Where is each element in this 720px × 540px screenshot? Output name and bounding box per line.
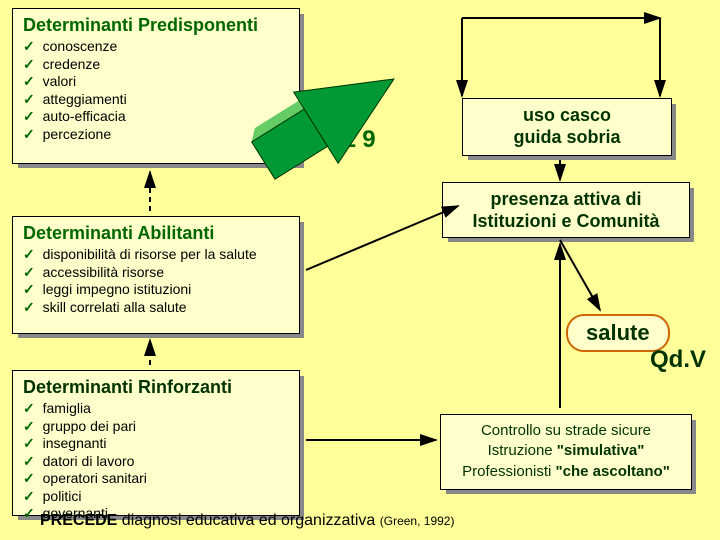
list-item: ✓ accessibilità risorse <box>23 264 289 282</box>
check-icon: ✓ <box>23 453 35 469</box>
box-title: Determinanti Abilitanti <box>23 223 289 244</box>
list-item: ✓ politici <box>23 488 289 506</box>
check-icon: ✓ <box>23 299 35 315</box>
check-icon: ✓ <box>23 470 35 486</box>
item-label: valori <box>39 73 76 89</box>
list-item: ✓ skill correlati alla salute <box>23 299 289 317</box>
box-abilitanti: Determinanti Abilitanti ✓ disponibilità … <box>12 216 300 334</box>
checklist: ✓ disponibilità di risorse per la salute… <box>23 246 289 316</box>
item-label: credenze <box>39 56 100 72</box>
list-item: ✓ leggi impegno istituzioni <box>23 281 289 299</box>
label-qdv: Qd.V <box>650 346 706 374</box>
item-label: conoscenze <box>39 38 118 54</box>
caption-bold: PRECEDE <box>40 512 117 529</box>
item-label: disponibilità di risorse per la salute <box>39 246 257 262</box>
check-icon: ✓ <box>23 56 35 72</box>
box-presenza: presenza attiva diIstituzioni e Comunità <box>442 182 690 238</box>
caption-rest: diagnosi educativa ed organizzativa <box>117 512 379 529</box>
list-item: ✓ conoscenze <box>23 38 289 56</box>
list-item: ✓ gruppo dei pari <box>23 418 289 436</box>
box-rinforzanti: Determinanti Rinforzanti ✓ famiglia✓ gru… <box>12 370 300 516</box>
check-icon: ✓ <box>23 418 35 434</box>
check-icon: ✓ <box>23 505 35 521</box>
item-label: insegnanti <box>39 435 107 451</box>
check-icon: ✓ <box>23 108 35 124</box>
check-icon: ✓ <box>23 38 35 54</box>
check-icon: ✓ <box>23 488 35 504</box>
list-item: ✓ percezione <box>23 126 289 144</box>
item-label: datori di lavoro <box>39 453 135 469</box>
box-title: Determinanti Predisponenti <box>23 15 289 36</box>
list-item: ✓ datori di lavoro <box>23 453 289 471</box>
list-item: ✓ atteggiamenti <box>23 91 289 109</box>
item-label: skill correlati alla salute <box>39 299 187 315</box>
check-icon: ✓ <box>23 435 35 451</box>
check-icon: ✓ <box>23 91 35 107</box>
item-label: percezione <box>39 126 111 142</box>
box-predisponenti: Determinanti Predisponenti ✓ conoscenze✓… <box>12 8 300 164</box>
item-label: auto-efficacia <box>39 108 126 124</box>
check-icon: ✓ <box>23 281 35 297</box>
check-icon: ✓ <box>23 264 35 280</box>
checklist: ✓ conoscenze✓ credenze✓ valori✓ atteggia… <box>23 38 289 143</box>
box-uso-casco: uso cascoguida sobria <box>462 98 672 156</box>
item-label: leggi impegno istituzioni <box>39 281 192 297</box>
box-text: Controllo su strade sicureIstruzione "si… <box>449 421 683 482</box>
list-item: ✓ disponibilità di risorse per la salute <box>23 246 289 264</box>
check-icon: ✓ <box>23 246 35 262</box>
checklist: ✓ famiglia✓ gruppo dei pari✓ insegnanti✓… <box>23 400 289 523</box>
list-item: ✓ auto-efficacia <box>23 108 289 126</box>
item-label: famiglia <box>39 400 91 416</box>
box-title: Determinanti Rinforzanti <box>23 377 289 398</box>
item-label: operatori sanitari <box>39 470 147 486</box>
check-icon: ✓ <box>23 73 35 89</box>
item-label: accessibilità risorse <box>39 264 164 280</box>
box-text: presenza attiva diIstituzioni e Comunità <box>451 189 681 232</box>
box-controllo: Controllo su strade sicureIstruzione "si… <box>440 414 692 490</box>
list-item: ✓ operatori sanitari <box>23 470 289 488</box>
box-text: uso cascoguida sobria <box>471 105 663 148</box>
list-item: ✓ insegnanti <box>23 435 289 453</box>
item-label: politici <box>39 488 82 504</box>
caption: PRECEDE diagnosi educativa ed organizzat… <box>40 512 454 530</box>
caption-source: (Green, 1992) <box>380 514 455 528</box>
check-icon: ✓ <box>23 126 35 142</box>
list-item: ✓ famiglia <box>23 400 289 418</box>
item-label: gruppo dei pari <box>39 418 136 434</box>
asl-label: ASL 9 <box>308 126 376 154</box>
list-item: ✓ valori <box>23 73 289 91</box>
check-icon: ✓ <box>23 400 35 416</box>
diagram-stage: Determinanti Predisponenti ✓ conoscenze✓… <box>0 0 720 540</box>
list-item: ✓ credenze <box>23 56 289 74</box>
item-label: atteggiamenti <box>39 91 127 107</box>
